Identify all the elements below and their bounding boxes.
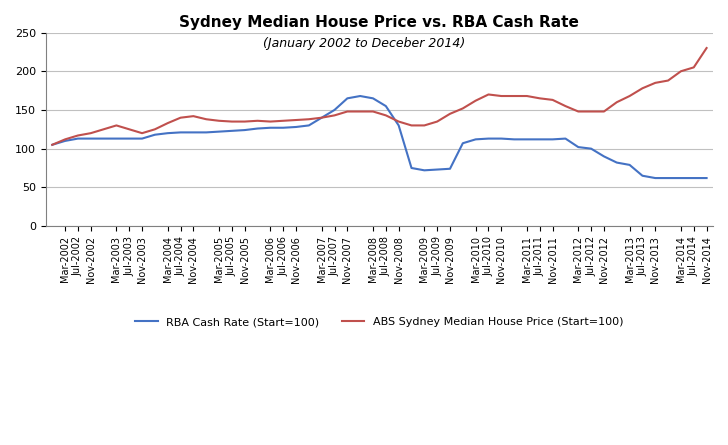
RBA Cash Rate (Start=100)	[356, 93, 365, 99]
ABS Sydney Median House Price (Start=100)	[471, 98, 480, 103]
ABS Sydney Median House Price (Start=100)	[48, 142, 57, 147]
Title: Sydney Median House Price vs. RBA Cash Rate: Sydney Median House Price vs. RBA Cash R…	[180, 15, 579, 30]
RBA Cash Rate (Start=100)	[407, 166, 416, 171]
Legend: RBA Cash Rate (Start=100), ABS Sydney Median House Price (Start=100): RBA Cash Rate (Start=100), ABS Sydney Me…	[131, 313, 628, 332]
RBA Cash Rate (Start=100)	[279, 125, 288, 130]
RBA Cash Rate (Start=100)	[484, 136, 493, 141]
ABS Sydney Median House Price (Start=100)	[356, 109, 365, 114]
RBA Cash Rate (Start=100)	[368, 96, 377, 101]
RBA Cash Rate (Start=100)	[459, 141, 467, 146]
ABS Sydney Median House Price (Start=100)	[651, 80, 660, 85]
ABS Sydney Median House Price (Start=100)	[99, 127, 108, 132]
Line: ABS Sydney Median House Price (Start=100): ABS Sydney Median House Price (Start=100…	[52, 48, 707, 145]
ABS Sydney Median House Price (Start=100)	[446, 111, 454, 117]
RBA Cash Rate (Start=100)	[48, 142, 57, 147]
RBA Cash Rate (Start=100)	[651, 175, 660, 181]
Text: (January 2002 to Deceber 2014): (January 2002 to Deceber 2014)	[263, 37, 465, 50]
RBA Cash Rate (Start=100)	[703, 175, 711, 181]
Line: RBA Cash Rate (Start=100): RBA Cash Rate (Start=100)	[52, 96, 707, 178]
RBA Cash Rate (Start=100)	[99, 136, 108, 141]
ABS Sydney Median House Price (Start=100)	[703, 45, 711, 51]
ABS Sydney Median House Price (Start=100)	[279, 118, 288, 123]
